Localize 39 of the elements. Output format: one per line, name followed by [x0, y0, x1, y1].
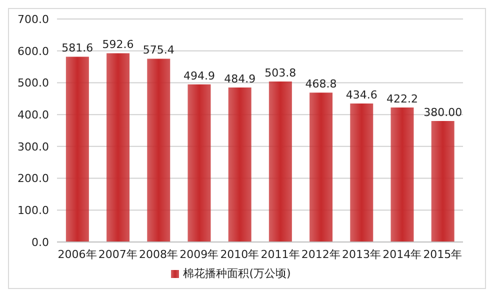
- data-label: 592.6: [102, 38, 134, 52]
- x-tick-label: 2006年: [58, 248, 97, 261]
- x-tick-label: 2010年: [220, 248, 260, 261]
- data-label: 468.8: [305, 78, 337, 91]
- bar: [147, 58, 170, 242]
- legend-label: 棉花播种面积(万公顷): [183, 267, 291, 280]
- data-label: 422.2: [386, 92, 418, 106]
- y-tick-label: 200.0: [18, 172, 49, 186]
- x-tick-label: 2014年: [382, 248, 422, 261]
- data-label: 434.6: [346, 88, 378, 102]
- data-label: 503.8: [264, 66, 296, 80]
- bar: [431, 120, 454, 242]
- data-label: 380.00: [424, 106, 462, 119]
- bar: [310, 92, 333, 242]
- x-tick-label: 2013年: [342, 248, 381, 261]
- x-tick-label: 2011年: [260, 248, 300, 261]
- bar: [66, 56, 89, 242]
- data-label: 484.9: [224, 72, 256, 86]
- x-tick-label: 2012年: [301, 248, 340, 261]
- y-tick-label: 0.0: [32, 236, 49, 249]
- bar: [350, 104, 374, 242]
- x-tick-label: 2008年: [139, 248, 178, 261]
- x-tick-label: 2007年: [98, 248, 138, 261]
- data-label: 494.9: [183, 69, 215, 82]
- bar: [106, 53, 130, 242]
- bar: [228, 88, 252, 242]
- bar: [188, 84, 211, 242]
- data-label: 575.4: [142, 44, 174, 57]
- y-tick-label: 700.0: [18, 12, 49, 26]
- y-tick-label: 100.0: [18, 204, 49, 218]
- y-tick-label: 300.0: [18, 140, 49, 154]
- y-tick-label: 500.0: [18, 76, 49, 90]
- x-tick-label: 2009年: [180, 248, 219, 261]
- bar: [390, 108, 414, 242]
- y-tick-label: 600.0: [18, 44, 49, 58]
- x-tick-label: 2015年: [423, 248, 462, 261]
- y-tick-label: 400.0: [18, 108, 49, 122]
- bar: [268, 82, 292, 242]
- data-label: 581.6: [62, 42, 94, 55]
